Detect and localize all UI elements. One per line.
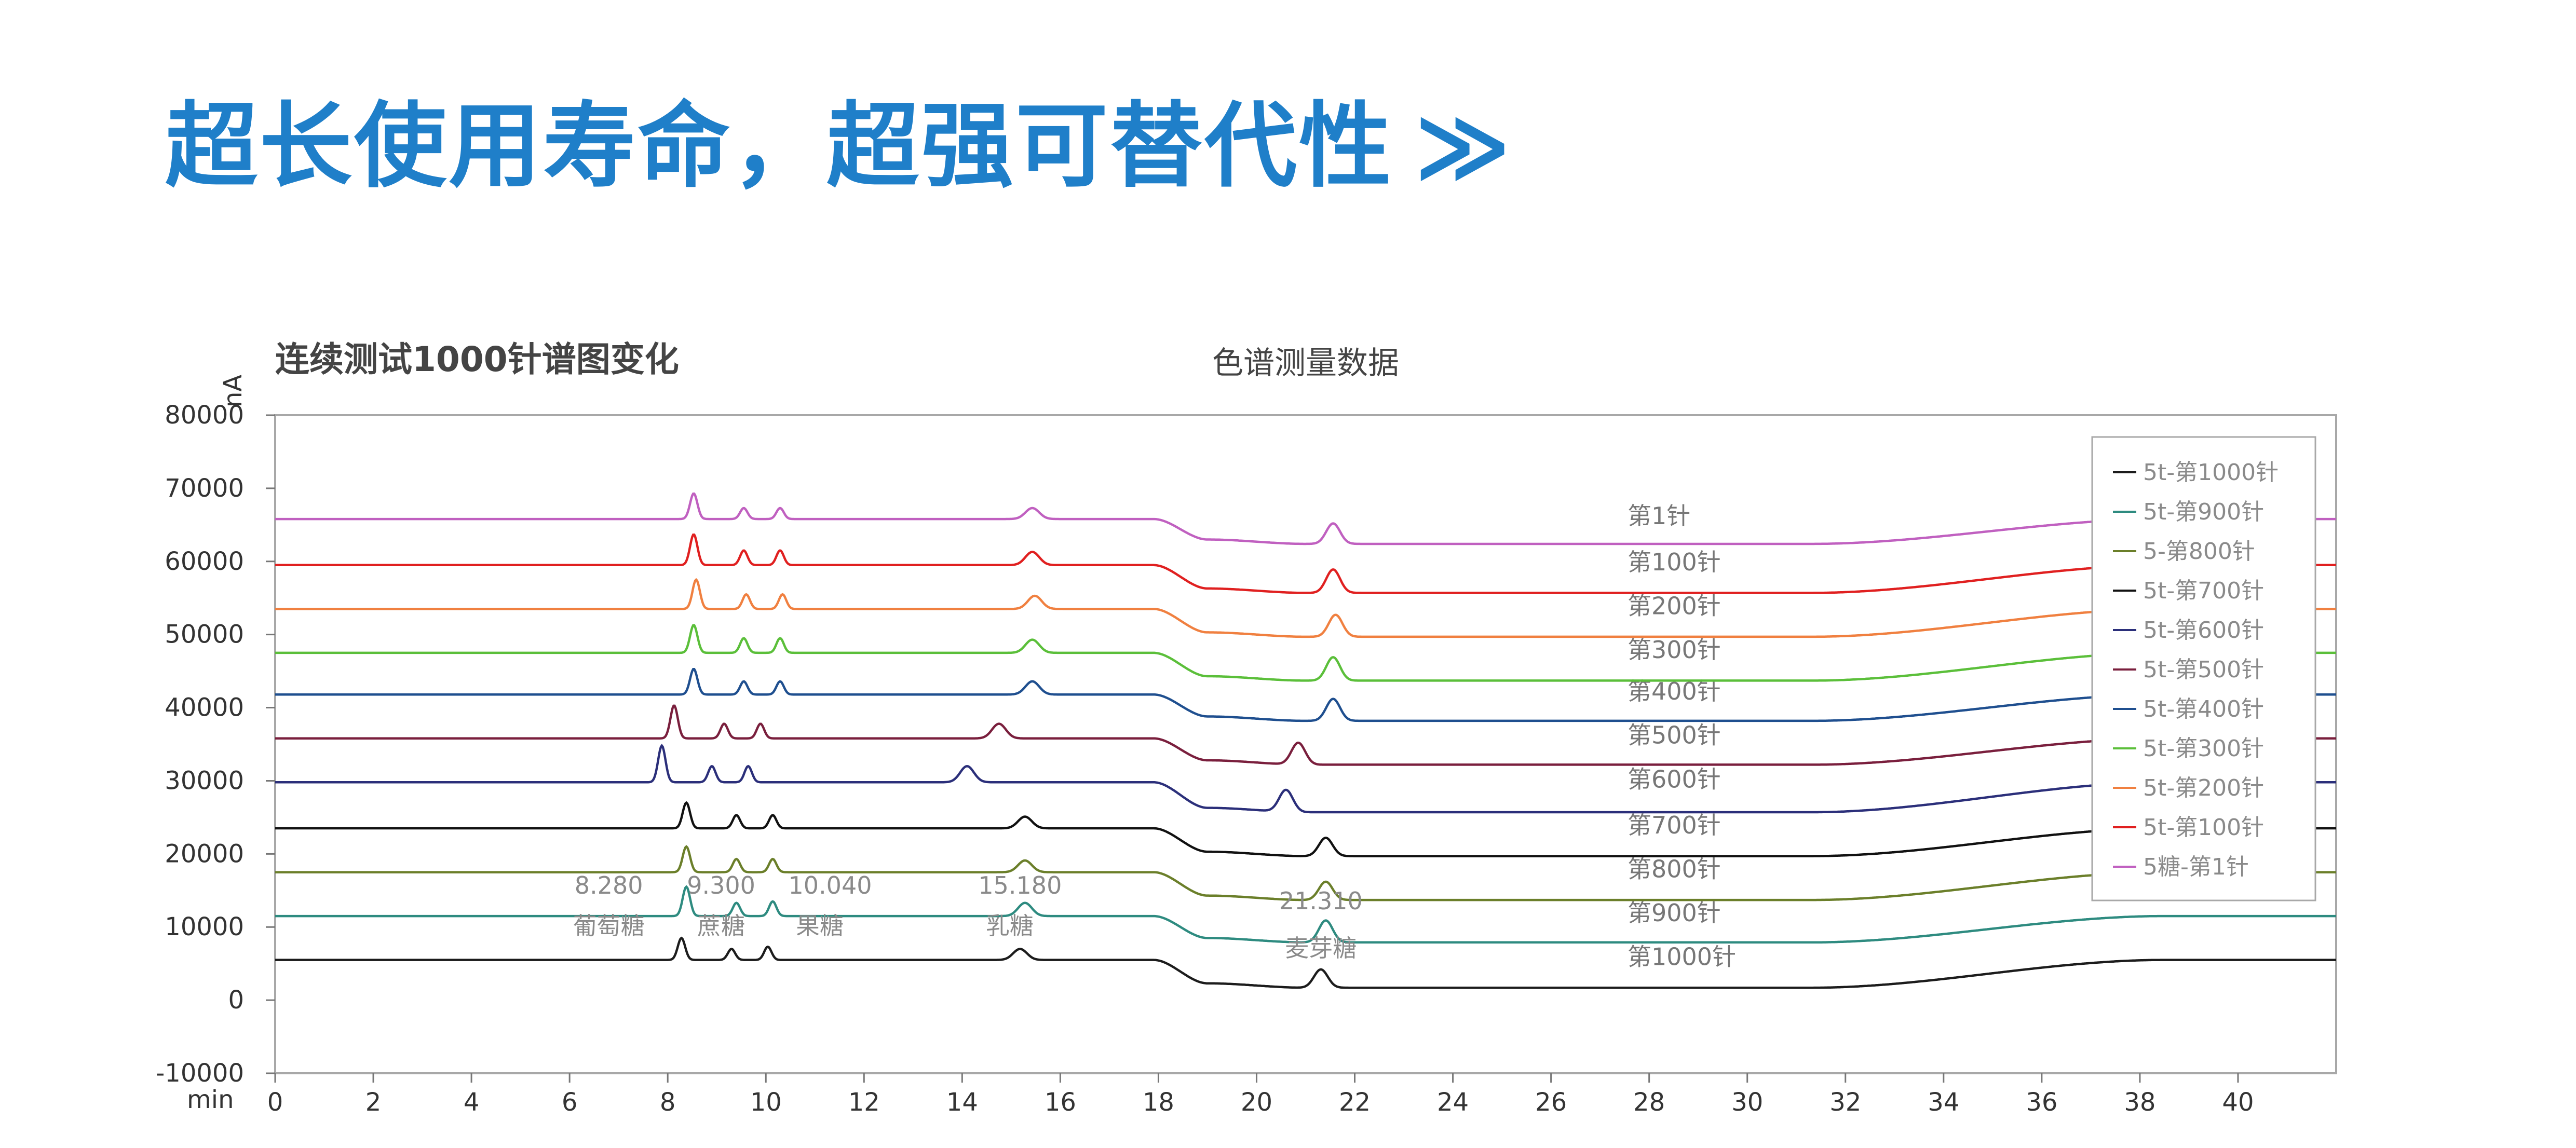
legend-item-label: 5t-第400针 — [2143, 696, 2264, 722]
trace-series-7 — [275, 624, 2336, 682]
x-tick-label: 24 — [1437, 1088, 1469, 1117]
x-axis-unit: min — [187, 1085, 234, 1114]
trace-series-6 — [275, 668, 2336, 722]
trace-series-2 — [275, 845, 2336, 901]
trace-series-3 — [275, 801, 2336, 857]
annotation-retention-time: 15.180 — [978, 871, 1062, 899]
chart-subtitle: 色谱测量数据 — [1212, 345, 1399, 381]
legend-item-label: 5t-第900针 — [2143, 499, 2264, 525]
y-tick-label: -10000 — [156, 1059, 244, 1088]
x-tick-label: 28 — [1633, 1088, 1665, 1117]
x-tick-label: 16 — [1045, 1088, 1076, 1117]
trace-series-5 — [275, 704, 2336, 766]
y-tick-label: 10000 — [165, 912, 244, 941]
annotation-retention-time: 9.300 — [687, 871, 755, 899]
y-tick-label: 80000 — [165, 401, 244, 430]
trace-series-4 — [275, 744, 2336, 814]
annotation-compound-label: 蔗糖 — [697, 912, 745, 940]
legend-item-label: 5t-第200针 — [2143, 775, 2264, 801]
y-tick-label: 30000 — [165, 766, 244, 795]
y-tick-label: 40000 — [165, 693, 244, 722]
trace-series-1 — [275, 885, 2336, 944]
annotation-retention-time: 10.040 — [789, 871, 872, 899]
y-tick-label: 0 — [228, 986, 244, 1015]
double-chevron-right-icon: ≫ — [1414, 92, 1513, 200]
trace-label-9: 第100针 — [1628, 548, 1721, 576]
trace-label-2: 第800针 — [1628, 855, 1721, 883]
x-tick-label: 34 — [1928, 1088, 1959, 1117]
legend: 5t-第1000针 5t-第900针 5-第800针 5t-第700针 5t-第600针… — [2091, 436, 2316, 901]
x-tick-label: 6 — [562, 1088, 578, 1117]
x-tick-label: 26 — [1535, 1088, 1567, 1117]
trace-series-0 — [275, 936, 2336, 989]
x-tick-label: 10 — [750, 1088, 782, 1117]
legend-item-label: 5t-第600针 — [2143, 617, 2264, 644]
annotations-layer: 8.280 葡萄糖 9.300 蔗糖 10.040 果糖 15.180 乳糖 21.310 麦芽糖 — [573, 871, 1363, 962]
x-tick-label: 14 — [946, 1088, 978, 1117]
legend-item-label: 5糖-第1针 — [2143, 854, 2249, 880]
y-tick-label: 70000 — [165, 474, 244, 503]
x-tick-label: 8 — [660, 1088, 676, 1117]
x-tick-label: 2 — [365, 1088, 382, 1117]
legend-item-label: 5t-第100针 — [2143, 814, 2264, 841]
plot-frame — [274, 414, 2337, 1074]
x-tick-label: 12 — [848, 1088, 880, 1117]
annotation-retention-time: 21.310 — [1279, 887, 1363, 915]
legend-item-label: 5t-第700针 — [2143, 578, 2264, 604]
trace-label-4: 第600针 — [1628, 765, 1721, 793]
annotation-compound-label: 乳糖 — [986, 912, 1034, 940]
annotation-retention-time: 8.280 — [575, 871, 643, 899]
legend-item-label: 5t-第500针 — [2143, 657, 2264, 683]
legend-item-label: 5-第800针 — [2143, 538, 2255, 565]
trace-label-0: 第1000针 — [1628, 943, 1736, 971]
trace-label-10: 第1针 — [1628, 502, 1690, 530]
trace-label-5: 第500针 — [1628, 721, 1721, 749]
legend-item-label: 5t-第1000针 — [2143, 459, 2279, 486]
y-tick-label: 20000 — [165, 839, 244, 868]
x-tick-label: 4 — [464, 1088, 480, 1117]
legend-item-label: 5t-第300针 — [2143, 735, 2264, 762]
annotation-compound-label: 果糖 — [796, 912, 844, 940]
x-tick-label: 32 — [1829, 1088, 1861, 1117]
page-headline: 超长使用寿命，超强可替代性 ≫ — [165, 91, 1513, 202]
headline-text: 超长使用寿命，超强可替代性 — [165, 92, 1393, 200]
trace-label-3: 第700针 — [1628, 811, 1721, 839]
trace-series-10 — [275, 492, 2336, 545]
annotation-compound-label: 麦芽糖 — [1285, 934, 1357, 962]
trace-label-1: 第900针 — [1628, 899, 1721, 927]
x-tick-label: 38 — [2124, 1088, 2155, 1117]
trace-series-8 — [275, 578, 2336, 638]
axes-layer: -10000 0 10000 20000 30000 40000 50000 60000 700… — [156, 401, 2254, 1117]
y-axis-unit: nA — [219, 375, 248, 407]
annotation-compound-label: 葡萄糖 — [573, 912, 645, 940]
x-tick-label: 18 — [1143, 1088, 1174, 1117]
x-tick-label: 30 — [1731, 1088, 1763, 1117]
trace-series-9 — [275, 533, 2336, 594]
trace-label-8: 第200针 — [1628, 592, 1721, 620]
x-tick-label: 0 — [267, 1088, 283, 1117]
trace-label-7: 第300针 — [1628, 636, 1721, 664]
x-tick-label: 36 — [2026, 1088, 2057, 1117]
chart-title: 连续测试1000针谱图变化 — [275, 339, 679, 379]
y-tick-label: 50000 — [165, 620, 244, 649]
x-tick-label: 40 — [2222, 1088, 2254, 1117]
x-tick-label: 20 — [1241, 1088, 1272, 1117]
x-tick-label: 22 — [1339, 1088, 1371, 1117]
y-tick-label: 60000 — [165, 547, 244, 576]
trace-label-6: 第400针 — [1628, 677, 1721, 705]
